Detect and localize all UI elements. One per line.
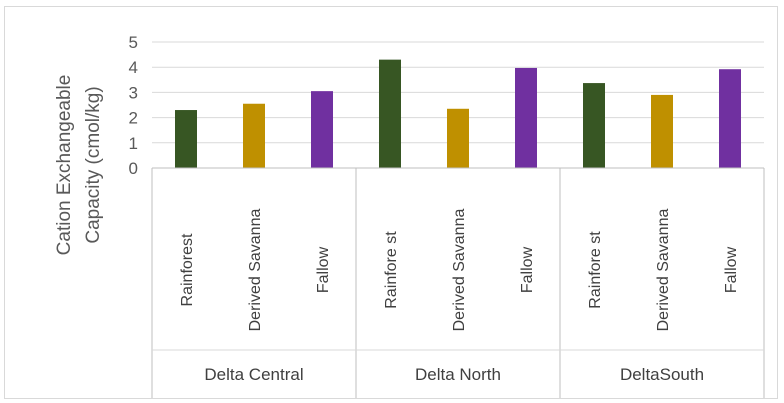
- category-label-0-2: Fallow: [315, 246, 332, 293]
- bar-1-0: [379, 59, 401, 168]
- group-label-0: Delta Central: [204, 365, 303, 384]
- category-label-2-1: Derived Savanna: [655, 209, 672, 332]
- category-labels: Rainforest Derived Savanna Fallow Rainfore …: [179, 209, 740, 332]
- category-label-0-1: Derived Savanna: [247, 209, 264, 332]
- y-tick-label-1: 1: [129, 134, 138, 153]
- bar-0-2: [311, 91, 333, 168]
- bar-2-0: [583, 83, 605, 168]
- bar-2-2: [719, 69, 741, 168]
- y-tick-label-4: 4: [129, 58, 138, 77]
- axes: [151, 167, 765, 398]
- bar-1-1: [447, 108, 469, 168]
- y-axis-ticks: 0 1 2 3 4 5: [129, 33, 138, 178]
- group-labels: Delta Central Delta North DeltaSouth: [204, 365, 704, 384]
- bar-0-1: [243, 103, 265, 168]
- category-label-1-2: Fallow: [519, 246, 536, 293]
- group-label-2: DeltaSouth: [620, 365, 704, 384]
- y-axis-label-line-1: Cation Exchangeable: [54, 75, 75, 256]
- y-tick-label-2: 2: [129, 109, 138, 128]
- category-label-0-0: Rainforest: [179, 233, 196, 306]
- bars: [175, 59, 741, 168]
- bar-0-0: [175, 110, 197, 168]
- bar-1-2: [515, 67, 537, 168]
- y-tick-label-0: 0: [129, 159, 138, 178]
- y-axis-label-line-2: Capacity (cmol/kg): [83, 86, 104, 243]
- y-tick-label-3: 3: [129, 83, 138, 102]
- category-label-2-2: Fallow: [723, 246, 740, 293]
- bar-2-1: [651, 94, 673, 168]
- category-label-1-0: Rainfore st: [383, 231, 400, 309]
- category-label-1-1: Derived Savanna: [451, 209, 468, 332]
- group-label-1: Delta North: [415, 365, 501, 384]
- y-tick-label-5: 5: [129, 33, 138, 52]
- category-label-2-0: Rainfore st: [587, 231, 604, 309]
